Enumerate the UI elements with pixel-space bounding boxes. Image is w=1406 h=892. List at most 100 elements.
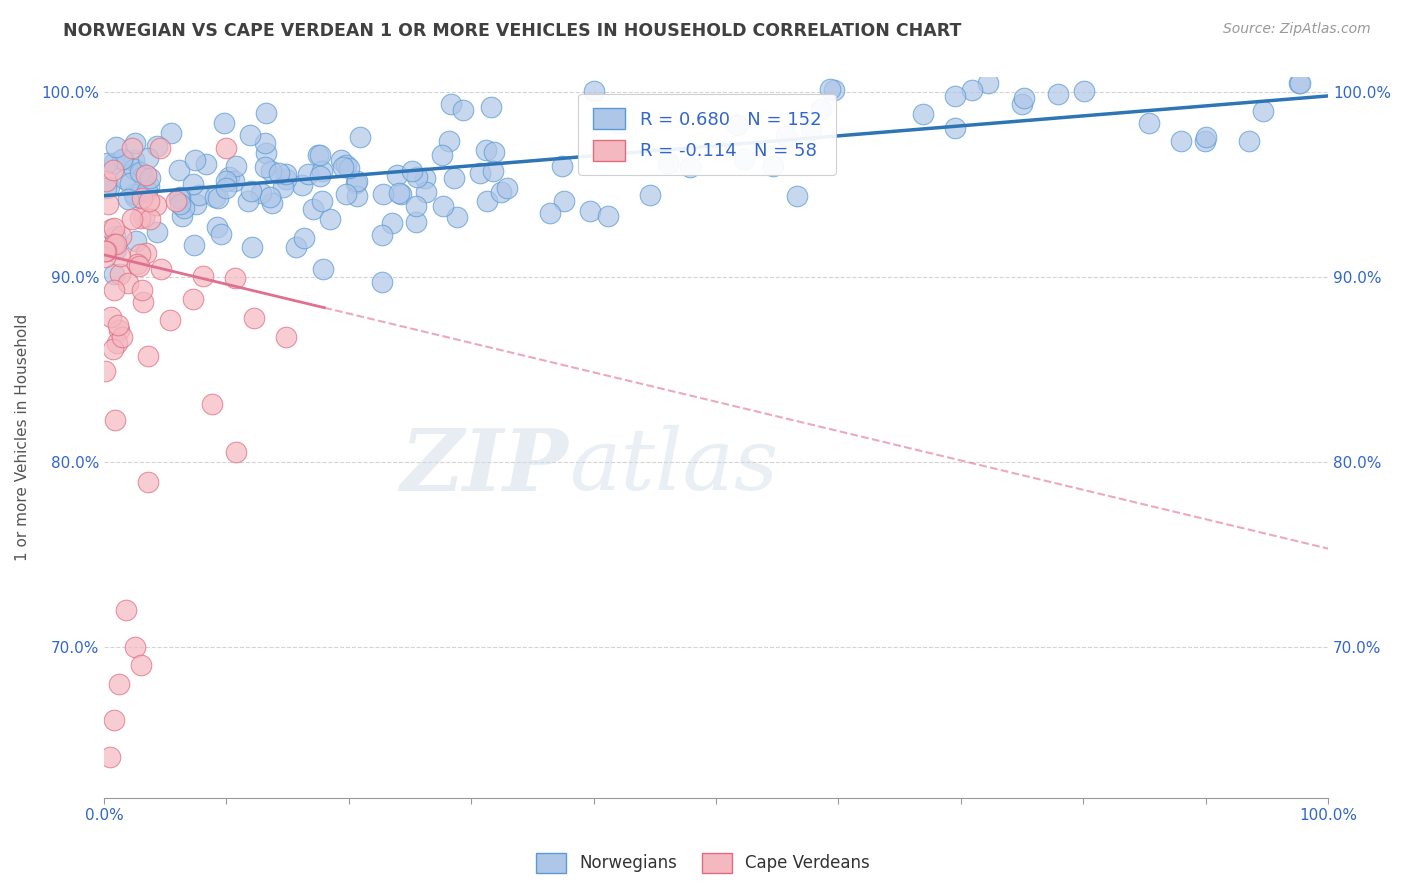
Point: [1011, 97, 1033, 112]
Point: [173, 201, 195, 215]
Point: [204, 189, 226, 203]
Point: [118, 176, 141, 190]
Point: [579, 203, 602, 218]
Point: [94, 250, 117, 264]
Point: [103, 283, 125, 297]
Point: [225, 159, 247, 173]
Point: [1195, 129, 1218, 144]
Point: [596, 209, 619, 223]
Point: [319, 211, 342, 226]
Point: [1012, 91, 1035, 105]
Point: [240, 184, 263, 198]
Y-axis label: 1 or more Vehicles in Household: 1 or more Vehicles in Household: [15, 314, 30, 561]
Point: [107, 676, 129, 690]
Point: [103, 220, 125, 235]
Point: [132, 294, 155, 309]
Point: [96, 174, 118, 188]
Point: [136, 151, 159, 165]
Point: [311, 194, 333, 209]
Point: [943, 121, 966, 136]
Point: [128, 247, 150, 261]
Point: [285, 239, 308, 253]
Point: [482, 163, 505, 178]
Point: [309, 169, 332, 183]
Point: [110, 229, 132, 244]
Point: [183, 237, 205, 252]
Point: [124, 136, 146, 151]
Point: [820, 81, 842, 95]
Point: [135, 169, 157, 183]
Point: [373, 186, 395, 201]
Point: [725, 118, 748, 132]
Point: [201, 397, 224, 411]
Point: [103, 714, 125, 728]
Point: [312, 262, 335, 277]
Point: [209, 227, 232, 242]
Point: [269, 166, 291, 180]
Point: [349, 129, 371, 144]
Point: [103, 156, 125, 170]
Point: [222, 174, 245, 188]
Point: [224, 271, 246, 285]
Point: [451, 103, 474, 118]
Point: [205, 219, 228, 234]
Point: [440, 97, 463, 112]
Point: [976, 76, 998, 90]
Text: Source: ZipAtlas.com: Source: ZipAtlas.com: [1223, 22, 1371, 37]
Legend: Norwegians, Cape Verdeans: Norwegians, Cape Verdeans: [529, 847, 877, 880]
Point: [188, 188, 211, 202]
Point: [169, 190, 191, 204]
Point: [96, 155, 118, 169]
Point: [240, 240, 263, 254]
Point: [165, 194, 187, 209]
Point: [538, 205, 561, 219]
Point: [810, 102, 832, 116]
Point: [108, 268, 131, 282]
Point: [405, 199, 427, 213]
Point: [104, 237, 127, 252]
Point: [214, 174, 236, 188]
Point: [105, 335, 128, 350]
Point: [100, 310, 122, 324]
Point: [496, 181, 519, 195]
Point: [271, 179, 294, 194]
Point: [121, 141, 143, 155]
Point: [292, 230, 315, 244]
Point: [415, 185, 437, 199]
Point: [138, 194, 160, 209]
Point: [260, 195, 283, 210]
Point: [405, 215, 427, 229]
Point: [139, 212, 162, 227]
Point: [389, 187, 412, 202]
Point: [124, 640, 146, 654]
Point: [370, 275, 392, 289]
Point: [215, 181, 238, 195]
Point: [218, 170, 240, 185]
Point: [212, 116, 235, 130]
Point: [122, 161, 145, 176]
Point: [335, 158, 357, 172]
Point: [482, 145, 505, 159]
Point: [468, 166, 491, 180]
Point: [443, 170, 465, 185]
Point: [553, 194, 575, 209]
Point: [115, 602, 138, 616]
Point: [181, 177, 204, 191]
Point: [1239, 134, 1261, 148]
Point: [446, 210, 468, 224]
Point: [160, 127, 183, 141]
Point: [122, 187, 145, 202]
Point: [302, 202, 325, 217]
Point: [308, 148, 330, 162]
Legend: R = 0.680   N = 152, R = -0.114   N = 58: R = 0.680 N = 152, R = -0.114 N = 58: [578, 94, 835, 175]
Point: [104, 140, 127, 154]
Point: [138, 475, 160, 490]
Point: [274, 167, 297, 181]
Point: [239, 128, 262, 143]
Point: [131, 191, 153, 205]
Point: [117, 276, 139, 290]
Point: [1194, 134, 1216, 148]
Point: [145, 139, 167, 153]
Point: [943, 89, 966, 103]
Point: [307, 147, 329, 161]
